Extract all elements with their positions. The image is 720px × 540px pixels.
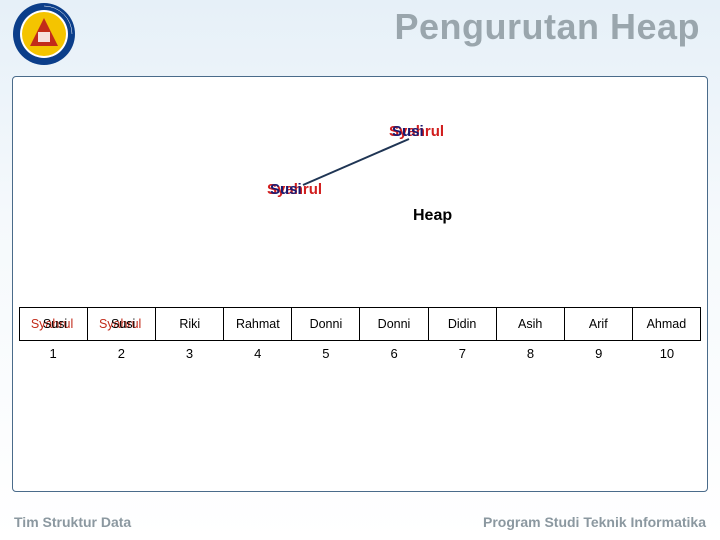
content-box: SyahrulSusi SyahrulSusi Heap SyahrulSusi… bbox=[12, 76, 708, 492]
array-cell: SyahrulSusi bbox=[19, 307, 88, 341]
array-cell: Arif bbox=[564, 307, 633, 341]
footer: Tim Struktur Data Program Studi Teknik I… bbox=[0, 502, 720, 540]
index-cell: 6 bbox=[360, 341, 428, 365]
tree-edges bbox=[13, 77, 709, 247]
array-cell: SyahrulSusi bbox=[87, 307, 156, 341]
index-cell: 4 bbox=[224, 341, 292, 365]
index-cell: 1 bbox=[19, 341, 87, 365]
array-cell: Didin bbox=[428, 307, 497, 341]
array-cell: Rahmat bbox=[223, 307, 292, 341]
array-cell: Donni bbox=[291, 307, 360, 341]
array-area: SyahrulSusiSyahrulSusiRikiRahmatDonniDon… bbox=[13, 307, 707, 377]
footer-right: Program Studi Teknik Informatika bbox=[483, 514, 706, 530]
array-cell: Donni bbox=[359, 307, 428, 341]
index-cell: 5 bbox=[292, 341, 360, 365]
index-cell: 2 bbox=[87, 341, 155, 365]
array-cell: Riki bbox=[155, 307, 224, 341]
array-cell: Asih bbox=[496, 307, 565, 341]
array-row: SyahrulSusiSyahrulSusiRikiRahmatDonniDon… bbox=[13, 307, 707, 341]
index-cell: 3 bbox=[155, 341, 223, 365]
index-cell: 10 bbox=[633, 341, 701, 365]
page-title: Pengurutan Heap bbox=[394, 6, 700, 48]
header: Pengurutan Heap bbox=[0, 0, 720, 70]
index-cell: 8 bbox=[496, 341, 564, 365]
heap-label: Heap bbox=[413, 207, 452, 225]
array-cell: Ahmad bbox=[632, 307, 701, 341]
tree-area: SyahrulSusi SyahrulSusi bbox=[13, 77, 707, 247]
index-cell: 7 bbox=[428, 341, 496, 365]
footer-left: Tim Struktur Data bbox=[14, 514, 131, 530]
index-row: 12345678910 bbox=[13, 341, 707, 365]
index-cell: 9 bbox=[565, 341, 633, 365]
logo bbox=[12, 2, 76, 66]
